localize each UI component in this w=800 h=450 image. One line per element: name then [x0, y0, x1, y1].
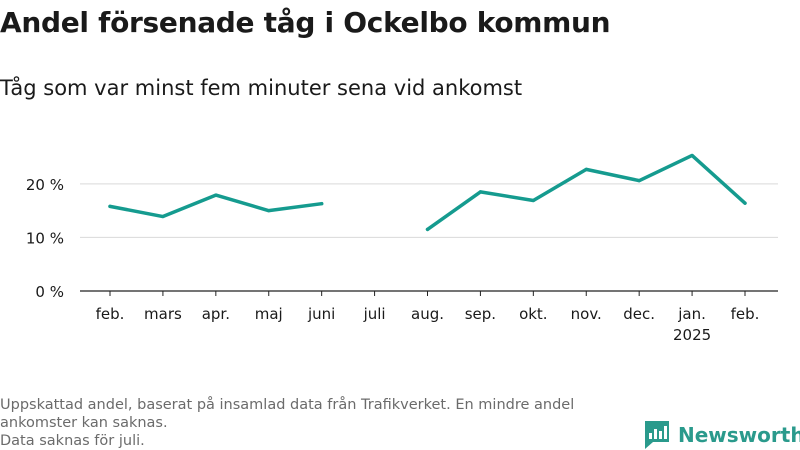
- data-point: [425, 227, 430, 231]
- x-tick-label: nov.: [571, 305, 602, 323]
- data-point: [743, 201, 747, 205]
- x-tick-label: jan.: [677, 305, 706, 323]
- data-point: [478, 190, 483, 194]
- data-point: [690, 153, 694, 158]
- x-tick-label: apr.: [202, 305, 230, 323]
- footnote-line: Uppskattad andel, baserat på insamlad da…: [0, 397, 575, 413]
- chart-subtitle: Tåg som var minst fem minuter sena vid a…: [0, 76, 523, 100]
- x-tick-label: feb.: [731, 305, 760, 323]
- x-tick-label: maj: [255, 305, 283, 323]
- x-tick-label: mars: [144, 305, 182, 323]
- x-tick-label: juli: [363, 305, 386, 323]
- newsworthy-logo-icon: [645, 421, 669, 449]
- data-point: [108, 204, 112, 208]
- y-tick-label: 20 %: [26, 176, 64, 194]
- series-line: [108, 193, 324, 219]
- chart-title: Andel försenade tåg i Ockelbo kommun: [0, 6, 611, 39]
- footnote: Uppskattad andel, baserat på insamlad da…: [0, 396, 640, 450]
- x-tick-label: okt.: [519, 305, 548, 323]
- data-point: [531, 198, 535, 203]
- x-tick-year-label: 2025: [673, 326, 711, 344]
- data-point: [584, 167, 588, 171]
- data-point: [320, 202, 324, 206]
- data-point: [214, 193, 218, 197]
- x-tick-label: feb.: [96, 305, 125, 323]
- data-point: [267, 209, 271, 213]
- x-tick-label: dec.: [623, 305, 655, 323]
- y-tick-label: 0 %: [35, 283, 64, 301]
- footnote-line: Data saknas för juli.: [0, 433, 145, 449]
- x-tick-label: juni: [307, 305, 335, 323]
- brand-name: Newsworthy: [678, 423, 800, 447]
- x-tick-label: aug.: [411, 305, 444, 323]
- brand-logo: Newsworthy: [644, 420, 800, 450]
- data-point: [161, 214, 165, 219]
- series-line: [425, 153, 747, 232]
- data-point: [637, 179, 641, 183]
- y-tick-label: 10 %: [26, 229, 64, 247]
- footnote-line: ankomster kan saknas.: [0, 415, 168, 431]
- x-tick-label: sep.: [465, 305, 496, 323]
